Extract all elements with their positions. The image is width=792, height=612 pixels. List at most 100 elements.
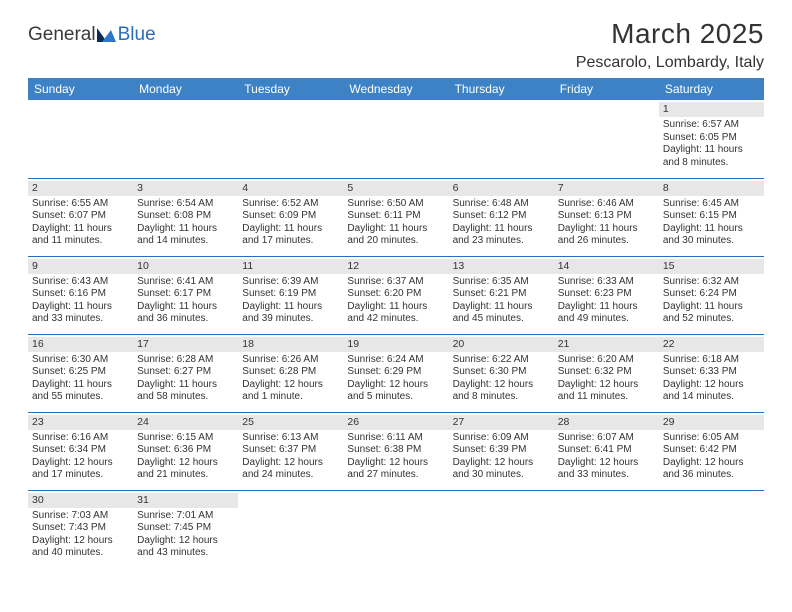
logo: General Blue (28, 18, 156, 46)
day-details: Sunrise: 6:35 AMSunset: 6:21 PMDaylight:… (453, 276, 550, 326)
daylight-text: Daylight: 11 hours and 23 minutes. (453, 223, 550, 248)
calendar-cell: 28Sunrise: 6:07 AMSunset: 6:41 PMDayligh… (554, 412, 659, 490)
day-number: 20 (449, 337, 554, 352)
daylight-text: Daylight: 12 hours and 24 minutes. (242, 457, 339, 482)
sunrise-text: Sunrise: 7:03 AM (32, 510, 129, 523)
calendar-cell: 6Sunrise: 6:48 AMSunset: 6:12 PMDaylight… (449, 178, 554, 256)
logo-word-2: Blue (118, 24, 156, 46)
day-details: Sunrise: 6:30 AMSunset: 6:25 PMDaylight:… (32, 354, 129, 404)
calendar-cell: 2Sunrise: 6:55 AMSunset: 6:07 PMDaylight… (28, 178, 133, 256)
day-details: Sunrise: 6:43 AMSunset: 6:16 PMDaylight:… (32, 276, 129, 326)
sunset-text: Sunset: 6:23 PM (558, 288, 655, 301)
calendar-cell: 19Sunrise: 6:24 AMSunset: 6:29 PMDayligh… (343, 334, 448, 412)
day-number: 10 (133, 259, 238, 274)
weekday-header: Tuesday (238, 78, 343, 100)
daylight-text: Daylight: 12 hours and 14 minutes. (663, 379, 760, 404)
header: General Blue March 2025 Pescarolo, Lomba… (28, 18, 764, 72)
sunrise-text: Sunrise: 6:28 AM (137, 354, 234, 367)
calendar-cell (133, 100, 238, 178)
daylight-text: Daylight: 11 hours and 20 minutes. (347, 223, 444, 248)
calendar-cell: 16Sunrise: 6:30 AMSunset: 6:25 PMDayligh… (28, 334, 133, 412)
day-details: Sunrise: 6:24 AMSunset: 6:29 PMDaylight:… (347, 354, 444, 404)
calendar-cell: 30 Sunrise: 7:03 AMSunset: 7:43 PMDayligh… (28, 490, 133, 568)
sunset-text: Sunset: 6:28 PM (242, 366, 339, 379)
sunrise-text: Sunrise: 6:32 AM (663, 276, 760, 289)
daylight-text: Daylight: 12 hours and 30 minutes. (453, 457, 550, 482)
sunset-text: Sunset: 6:11 PM (347, 210, 444, 223)
daylight-text: Daylight: 11 hours and 30 minutes. (663, 223, 760, 248)
sunrise-text: Sunrise: 6:57 AM (663, 119, 760, 132)
sunset-text: Sunset: 6:34 PM (32, 444, 129, 457)
weekday-header: Friday (554, 78, 659, 100)
calendar-cell: 12Sunrise: 6:37 AMSunset: 6:20 PMDayligh… (343, 256, 448, 334)
sunrise-text: Sunrise: 6:35 AM (453, 276, 550, 289)
day-number: 26 (343, 415, 448, 430)
sunset-text: Sunset: 6:09 PM (242, 210, 339, 223)
sunrise-text: Sunrise: 6:48 AM (453, 198, 550, 211)
day-number: 17 (133, 337, 238, 352)
daylight-text: Daylight: 11 hours and 33 minutes. (32, 301, 129, 326)
day-number: 31 (133, 493, 238, 508)
sunrise-text: Sunrise: 6:26 AM (242, 354, 339, 367)
daylight-text: Daylight: 11 hours and 26 minutes. (558, 223, 655, 248)
calendar-cell: 23Sunrise: 6:16 AMSunset: 6:34 PMDayligh… (28, 412, 133, 490)
daylight-text: Daylight: 12 hours and 43 minutes. (137, 535, 234, 560)
calendar-head: SundayMondayTuesdayWednesdayThursdayFrid… (28, 78, 764, 100)
day-details: Sunrise: 6:41 AMSunset: 6:17 PMDaylight:… (137, 276, 234, 326)
daylight-text: Daylight: 12 hours and 36 minutes. (663, 457, 760, 482)
sunrise-text: Sunrise: 6:05 AM (663, 432, 760, 445)
daylight-text: Daylight: 11 hours and 55 minutes. (32, 379, 129, 404)
calendar-cell: 22Sunrise: 6:18 AMSunset: 6:33 PMDayligh… (659, 334, 764, 412)
day-details: Sunrise: 6:22 AMSunset: 6:30 PMDaylight:… (453, 354, 550, 404)
sunrise-text: Sunrise: 6:16 AM (32, 432, 129, 445)
daylight-text: Daylight: 12 hours and 8 minutes. (453, 379, 550, 404)
calendar-week-row: 1Sunrise: 6:57 AMSunset: 6:05 PMDaylight… (28, 100, 764, 178)
calendar-body: 1Sunrise: 6:57 AMSunset: 6:05 PMDaylight… (28, 100, 764, 568)
day-details: Sunrise: 7:03 AMSunset: 7:43 PMDaylight:… (32, 510, 129, 560)
title-block: March 2025 Pescarolo, Lombardy, Italy (576, 18, 764, 72)
sunrise-text: Sunrise: 6:20 AM (558, 354, 655, 367)
day-details: Sunrise: 6:20 AMSunset: 6:32 PMDaylight:… (558, 354, 655, 404)
sunrise-text: Sunrise: 6:33 AM (558, 276, 655, 289)
day-details: Sunrise: 6:57 AMSunset: 6:05 PMDaylight:… (663, 119, 760, 169)
day-details: Sunrise: 6:26 AMSunset: 6:28 PMDaylight:… (242, 354, 339, 404)
day-number: 11 (238, 259, 343, 274)
sunset-text: Sunset: 6:39 PM (453, 444, 550, 457)
sunrise-text: Sunrise: 6:43 AM (32, 276, 129, 289)
sunrise-text: Sunrise: 6:39 AM (242, 276, 339, 289)
daylight-text: Daylight: 11 hours and 45 minutes. (453, 301, 550, 326)
sunrise-text: Sunrise: 6:22 AM (453, 354, 550, 367)
sunset-text: Sunset: 6:12 PM (453, 210, 550, 223)
day-details: Sunrise: 6:09 AMSunset: 6:39 PMDaylight:… (453, 432, 550, 482)
day-number: 23 (28, 415, 133, 430)
sunrise-text: Sunrise: 6:46 AM (558, 198, 655, 211)
calendar-table: SundayMondayTuesdayWednesdayThursdayFrid… (28, 78, 764, 568)
calendar-week-row: 2Sunrise: 6:55 AMSunset: 6:07 PMDaylight… (28, 178, 764, 256)
day-number: 8 (659, 181, 764, 196)
weekday-header: Saturday (659, 78, 764, 100)
calendar-cell (554, 490, 659, 568)
calendar-cell: 21Sunrise: 6:20 AMSunset: 6:32 PMDayligh… (554, 334, 659, 412)
weekday-header: Monday (133, 78, 238, 100)
day-details: Sunrise: 6:45 AMSunset: 6:15 PMDaylight:… (663, 198, 760, 248)
sunrise-text: Sunrise: 6:07 AM (558, 432, 655, 445)
sunset-text: Sunset: 6:13 PM (558, 210, 655, 223)
sunrise-text: Sunrise: 6:09 AM (453, 432, 550, 445)
day-number: 18 (238, 337, 343, 352)
daylight-text: Daylight: 11 hours and 52 minutes. (663, 301, 760, 326)
calendar-cell: 3Sunrise: 6:54 AMSunset: 6:08 PMDaylight… (133, 178, 238, 256)
day-details: Sunrise: 6:48 AMSunset: 6:12 PMDaylight:… (453, 198, 550, 248)
calendar-cell: 10 Sunrise: 6:41 AMSunset: 6:17 PMDayligh… (133, 256, 238, 334)
sunrise-text: Sunrise: 6:41 AM (137, 276, 234, 289)
calendar-cell (449, 100, 554, 178)
calendar-week-row: 9Sunrise: 6:43 AMSunset: 6:16 PMDaylight… (28, 256, 764, 334)
day-number: 30 (28, 493, 133, 508)
day-details: Sunrise: 6:39 AMSunset: 6:19 PMDaylight:… (242, 276, 339, 326)
day-number: 14 (554, 259, 659, 274)
daylight-text: Daylight: 12 hours and 33 minutes. (558, 457, 655, 482)
calendar-cell: 27Sunrise: 6:09 AMSunset: 6:39 PMDayligh… (449, 412, 554, 490)
sunrise-text: Sunrise: 6:55 AM (32, 198, 129, 211)
sunrise-text: Sunrise: 6:30 AM (32, 354, 129, 367)
sunrise-text: Sunrise: 6:52 AM (242, 198, 339, 211)
day-number: 12 (343, 259, 448, 274)
